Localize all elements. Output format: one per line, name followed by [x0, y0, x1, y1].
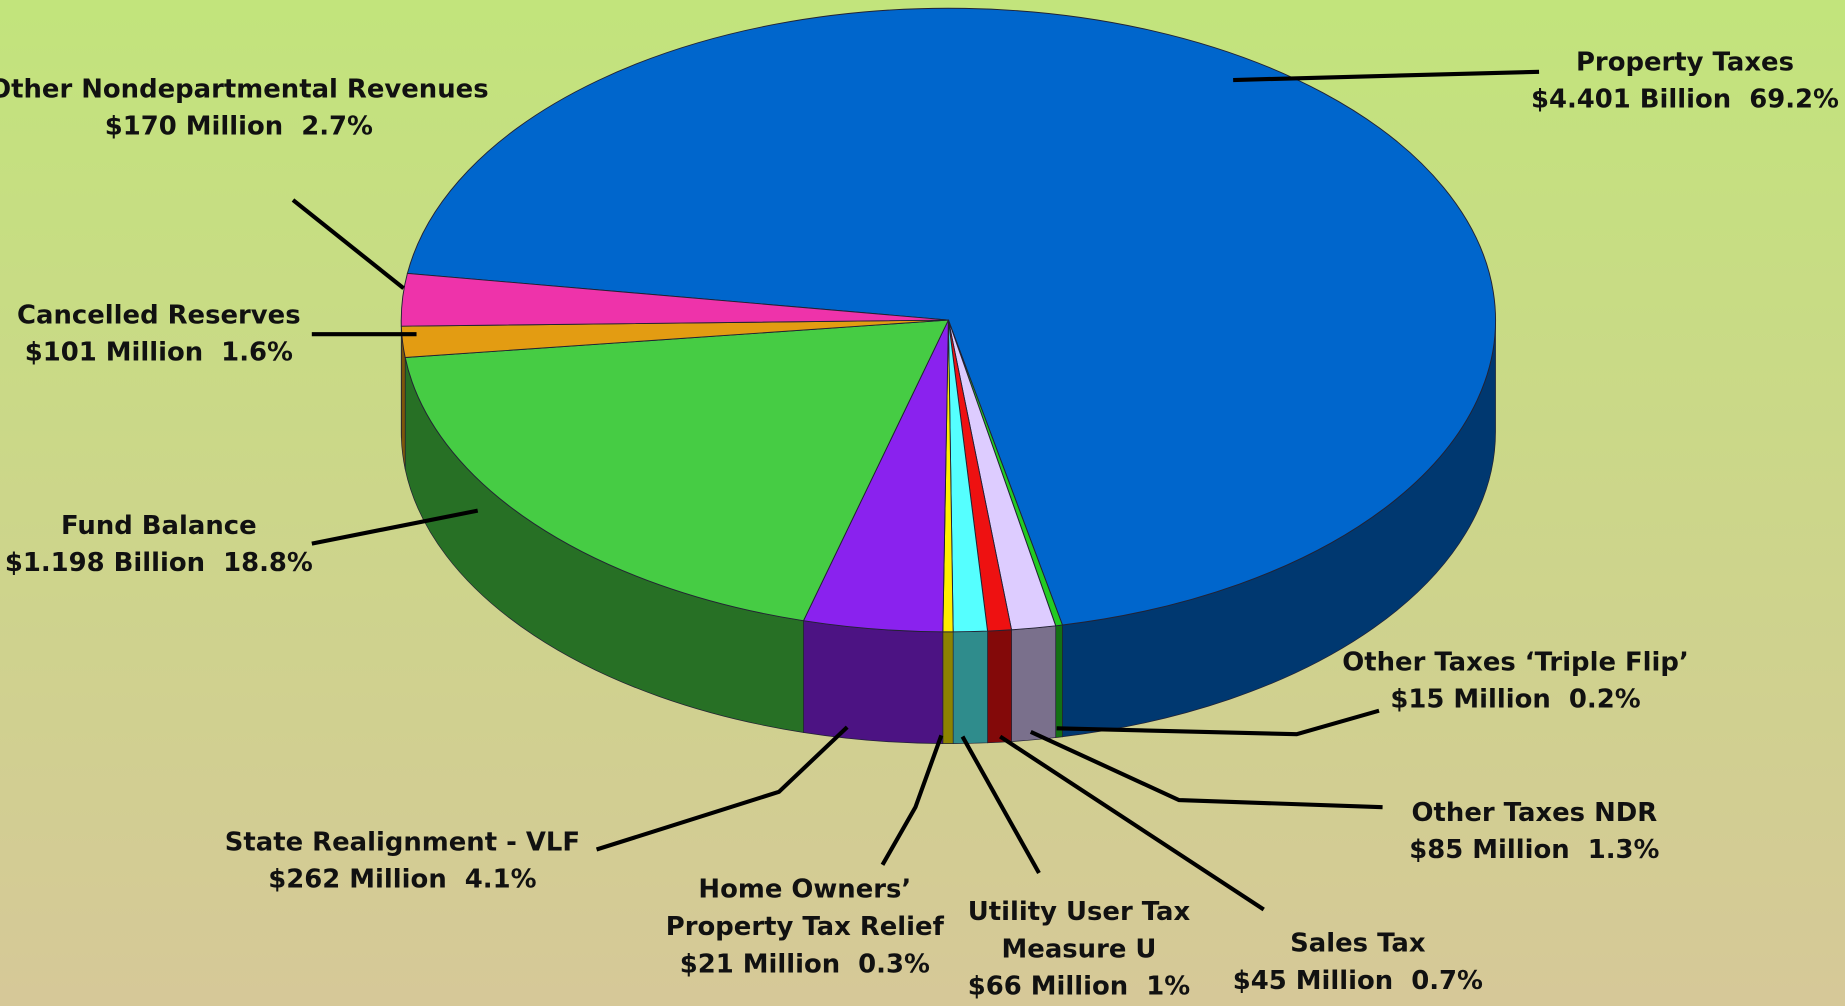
- value-label: $170 Million 2.7%: [105, 112, 373, 142]
- slice: [404, 319, 950, 622]
- value-label: $4.401 Billion 69.2%: [1531, 85, 1839, 115]
- label-line: Cancelled Reserves: [17, 300, 301, 330]
- slice-label: Sales Tax: [1290, 928, 1426, 958]
- label-line: Other Taxes ‘Triple Flip’: [1342, 647, 1689, 677]
- slice-side: [952, 630, 988, 744]
- label-line: Other Taxes NDR: [1412, 798, 1658, 828]
- leader-line: [880, 734, 944, 866]
- leader-line: [960, 735, 1041, 875]
- slice: [406, 7, 1496, 626]
- slice-side: [1011, 625, 1057, 742]
- value-label: $101 Million 1.6%: [25, 337, 293, 367]
- slice-side: [1055, 624, 1063, 738]
- value-label: $21 Million 0.3%: [680, 949, 930, 979]
- label-line: Property Tax Relief: [666, 912, 945, 942]
- label-line: Fund Balance: [61, 510, 257, 540]
- leader-line: [999, 734, 1265, 912]
- label-line: Measure U: [1002, 934, 1157, 964]
- slice-label: Property Taxes: [1576, 47, 1794, 77]
- label-line: Utility User Tax: [968, 896, 1191, 926]
- value-label: $1.198 Billion 18.8%: [5, 548, 313, 578]
- value-label: $66 Million 1%: [968, 972, 1190, 1002]
- slice-sides: [400, 320, 1496, 744]
- label-line: Property Taxes: [1576, 47, 1794, 77]
- slice-label: State Realignment - VLF: [225, 827, 580, 857]
- value-label: $15 Million 0.2%: [1390, 685, 1640, 715]
- slice-side: [987, 629, 1012, 744]
- slice-side: [942, 631, 954, 744]
- leader-line: [1029, 729, 1383, 810]
- slice-label: Fund Balance: [61, 510, 257, 540]
- value-label: $262 Million 4.1%: [268, 865, 536, 895]
- leader-line: [1056, 708, 1380, 737]
- slice-label: Other Taxes NDR: [1412, 798, 1658, 828]
- label-line: Home Owners’: [698, 874, 911, 904]
- label-line: Other Nondepartmental Revenues: [0, 74, 489, 104]
- slice-label: Other Nondepartmental Revenues: [0, 74, 489, 104]
- slice-label: Cancelled Reserves: [17, 300, 301, 330]
- leader-line: [311, 508, 479, 546]
- value-label: $45 Million 0.7%: [1233, 966, 1483, 996]
- label-line: State Realignment - VLF: [225, 827, 580, 857]
- label-line: Sales Tax: [1290, 928, 1426, 958]
- leader-line: [1233, 69, 1540, 83]
- leader-line: [595, 725, 849, 852]
- slice-label: Other Taxes ‘Triple Flip’: [1342, 647, 1689, 677]
- slice-label: Home Owners’ Property Tax Relief: [666, 874, 945, 942]
- slice-label: Utility User Tax Measure U: [968, 896, 1191, 964]
- leader-line: [291, 198, 405, 290]
- slice: [400, 272, 949, 327]
- slice-side: [803, 620, 944, 744]
- value-label: $85 Million 1.3%: [1409, 835, 1659, 865]
- slice-tops: [400, 7, 1496, 633]
